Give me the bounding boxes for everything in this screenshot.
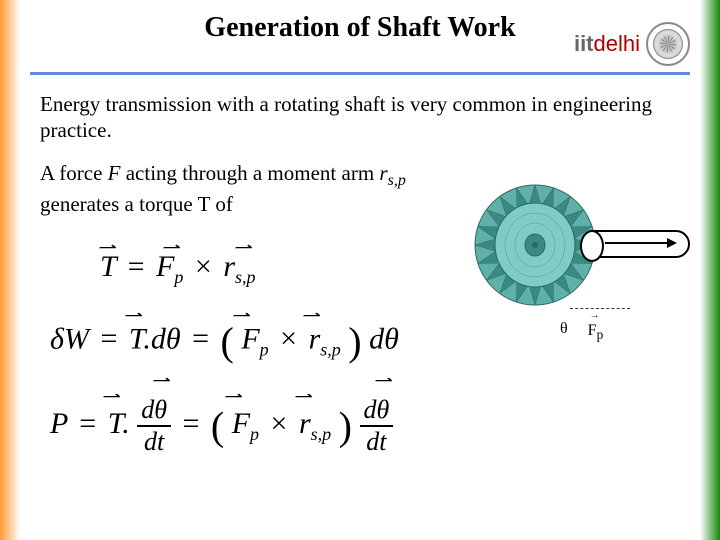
- diagram-labels: θ → Fp: [560, 320, 603, 341]
- eq-P: P: [50, 407, 68, 440]
- eq-r: r: [309, 322, 321, 355]
- equation-torque: ⇀ T = ⇀ Fp × ⇀ rs,p: [50, 250, 430, 288]
- equations-block: ⇀ T = ⇀ Fp × ⇀ rs,p δW = ⇀ T.dθ = ( ⇀ Fp…: [50, 250, 430, 487]
- eq-op: ×: [267, 407, 292, 440]
- right-gradient-stripe: [700, 0, 720, 540]
- text-fragment: generates a torque T of: [40, 192, 233, 216]
- frac-den: dt: [137, 427, 171, 457]
- paragraph-2: A force F acting through a moment arm rs…: [40, 160, 420, 217]
- theta-label: θ: [560, 320, 568, 337]
- eq-sub: p: [250, 424, 259, 444]
- eq-T: T: [108, 407, 122, 440]
- force-label: F: [588, 322, 597, 339]
- eq-op: ×: [191, 250, 216, 283]
- logo-area: iitdelhi: [574, 22, 690, 66]
- eq-sub: p: [174, 267, 183, 287]
- variable-F: F: [108, 161, 121, 185]
- shaft-arrow: [605, 242, 675, 244]
- eq-r: r: [299, 407, 311, 440]
- logo-iit: iit: [574, 31, 594, 56]
- fraction: dθ dt: [360, 395, 394, 457]
- force-sub: p: [597, 327, 604, 342]
- turbine-diagram: θ → Fp: [440, 150, 690, 350]
- text-fragment: acting through a moment arm: [120, 161, 379, 185]
- eq-dtheta: dθ: [151, 322, 181, 355]
- eq-dW: δW: [50, 322, 89, 355]
- dashed-line: [570, 308, 630, 309]
- frac-num: dθ: [360, 395, 394, 427]
- eq-F: F: [232, 407, 250, 440]
- eq-T: T: [129, 322, 143, 355]
- subscript: s,p: [388, 172, 406, 189]
- equation-power: P = ⇀ T. dθ dt ⇀ = ( ⇀ Fp × ⇀ rs,p ) dθ …: [50, 395, 430, 457]
- eq-F: F: [241, 322, 259, 355]
- eq-sub: s,p: [311, 424, 332, 444]
- eq-dtheta: dθ: [369, 322, 399, 355]
- equation-work: δW = ⇀ T.dθ = ( ⇀ Fp × ⇀ rs,p ) dθ: [50, 318, 430, 365]
- frac-num: dθ: [137, 395, 171, 427]
- eq-op: ×: [276, 322, 301, 355]
- variable-r: r: [379, 161, 387, 185]
- frac-den: dt: [360, 427, 394, 457]
- iit-seal-icon: [646, 22, 690, 66]
- eq-sub: s,p: [320, 339, 341, 359]
- logo-text: iitdelhi: [574, 31, 640, 57]
- fraction: dθ dt: [137, 395, 171, 457]
- logo-delhi: delhi: [594, 31, 640, 56]
- slide-content: Generation of Shaft Work iitdelhi Energy…: [20, 0, 700, 540]
- left-gradient-stripe: [0, 0, 20, 540]
- eq-sub: p: [260, 339, 269, 359]
- horizontal-rule: [30, 72, 690, 75]
- text-fragment: A force: [40, 161, 108, 185]
- paragraph-1: Energy transmission with a rotating shaf…: [40, 91, 680, 144]
- eq-sub: s,p: [235, 267, 256, 287]
